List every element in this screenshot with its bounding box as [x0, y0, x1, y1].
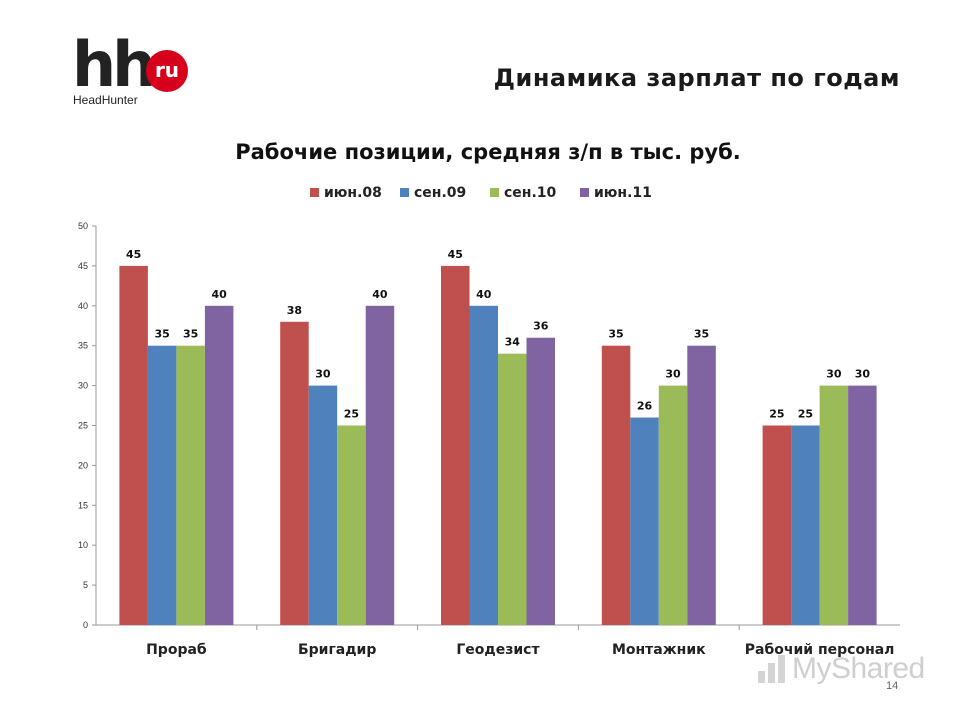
logo-hh-mark: hh	[72, 28, 156, 101]
bar-value-label: 35	[154, 328, 169, 341]
y-tick-label: 30	[78, 381, 88, 391]
legend-label: июн.08	[324, 185, 382, 201]
bar	[337, 425, 366, 625]
bar	[176, 345, 205, 625]
x-category-label: Прораб	[146, 642, 207, 658]
headhunter-logo: hh ru HeadHunter	[72, 34, 192, 110]
watermark: MyShared	[756, 652, 925, 686]
bar-value-label: 30	[315, 368, 331, 381]
bar	[791, 425, 820, 625]
legend-swatch	[580, 188, 589, 197]
bar	[687, 345, 716, 625]
bar-value-label: 25	[798, 408, 813, 421]
bar-value-label: 38	[287, 304, 302, 317]
bar	[119, 265, 148, 625]
bar-value-label: 30	[665, 368, 681, 381]
chart-title: Рабочие позиции, средняя з/п в тыс. руб.	[235, 140, 741, 164]
logo-ru-badge: ru	[146, 50, 188, 92]
watermark-icon	[758, 655, 785, 683]
y-tick-label: 15	[78, 500, 88, 510]
bar	[441, 265, 470, 625]
bar-value-label: 40	[476, 288, 492, 301]
bar	[308, 385, 338, 625]
y-tick-label: 20	[78, 460, 88, 470]
bar	[204, 305, 234, 625]
bar	[469, 305, 498, 625]
bar-value-label: 30	[855, 368, 871, 381]
bar	[601, 345, 631, 625]
bar	[848, 385, 877, 625]
bar-value-label: 25	[769, 408, 784, 421]
legend-label: сен.09	[414, 185, 466, 201]
bar-value-label: 45	[126, 248, 141, 261]
page-number: 14	[886, 680, 899, 692]
bar	[819, 385, 849, 625]
legend-swatch	[490, 188, 499, 197]
y-tick-label: 45	[78, 261, 88, 271]
legend-label: июн.11	[594, 185, 652, 201]
y-tick-label: 25	[78, 421, 88, 431]
bar-value-label: 25	[344, 408, 359, 421]
bar-value-label: 35	[183, 328, 198, 341]
x-category-label: Монтажник	[612, 642, 706, 658]
y-tick-label: 5	[83, 580, 88, 590]
y-tick-label: 40	[78, 301, 88, 311]
x-category-label: Геодезист	[456, 642, 540, 658]
bar-value-label: 26	[637, 400, 653, 413]
bar	[147, 345, 177, 625]
page-title: Динамика зарплат по годам	[493, 64, 900, 92]
y-tick-label: 35	[78, 341, 88, 351]
bar-value-label: 30	[826, 368, 842, 381]
bar-value-label: 35	[608, 328, 623, 341]
bar	[498, 353, 527, 625]
bar	[762, 425, 792, 625]
bar-value-label: 34	[505, 336, 521, 349]
bar	[658, 385, 688, 625]
watermark-text: MyShared	[792, 652, 925, 685]
bar-value-label: 45	[448, 248, 463, 261]
bar-value-label: 40	[372, 288, 388, 301]
legend-swatch	[310, 188, 319, 197]
y-tick-label: 50	[78, 221, 88, 231]
bar	[280, 321, 309, 625]
x-category-label: Рабочий персонал	[745, 642, 895, 658]
bar	[630, 417, 659, 625]
legend-swatch	[400, 188, 409, 197]
x-category-label: Бригадир	[298, 642, 376, 658]
bar-value-label: 40	[211, 288, 227, 301]
bar-value-label: 35	[694, 328, 709, 341]
y-tick-label: 10	[78, 540, 88, 550]
y-tick-label: 0	[83, 620, 88, 630]
bar-value-label: 36	[533, 320, 549, 333]
bar	[365, 305, 395, 625]
logo-subtitle: HeadHunter	[73, 93, 138, 107]
bar	[526, 337, 555, 625]
legend-label: сен.10	[504, 185, 557, 201]
